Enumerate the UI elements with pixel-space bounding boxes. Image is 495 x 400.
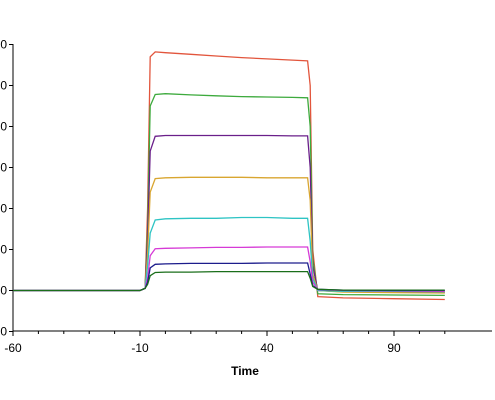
x-ticks: -60 -10 40 90 bbox=[4, 331, 446, 355]
y-tick-label: 0 bbox=[0, 161, 7, 175]
axes bbox=[12, 44, 492, 333]
x-axis-title: Time bbox=[231, 364, 259, 378]
y-tick-label: 0 bbox=[0, 284, 7, 298]
x-tick-label: 40 bbox=[260, 341, 274, 355]
x-tick-label: -10 bbox=[131, 341, 149, 355]
series-line-7 bbox=[13, 262, 445, 292]
series-layer bbox=[13, 51, 445, 301]
y-ticks: 0 0 0 0 0 0 0 0 bbox=[0, 38, 13, 339]
x-tick-label: 90 bbox=[387, 341, 401, 355]
y-tick-label: 0 bbox=[0, 243, 7, 257]
series-line-5 bbox=[13, 216, 445, 293]
y-tick-label: 0 bbox=[0, 325, 7, 339]
series-line-1 bbox=[13, 51, 445, 301]
y-tick-label: 0 bbox=[0, 120, 7, 134]
y-tick-label: 0 bbox=[0, 38, 7, 52]
series-line-4 bbox=[13, 176, 445, 294]
series-line-2 bbox=[13, 93, 445, 297]
y-tick-label: 0 bbox=[0, 79, 7, 93]
series-line-8 bbox=[13, 270, 445, 292]
y-tick-label: 0 bbox=[0, 202, 7, 216]
series-line-3 bbox=[13, 134, 445, 294]
x-tick-label: -60 bbox=[4, 341, 22, 355]
series-line-6 bbox=[13, 246, 445, 292]
